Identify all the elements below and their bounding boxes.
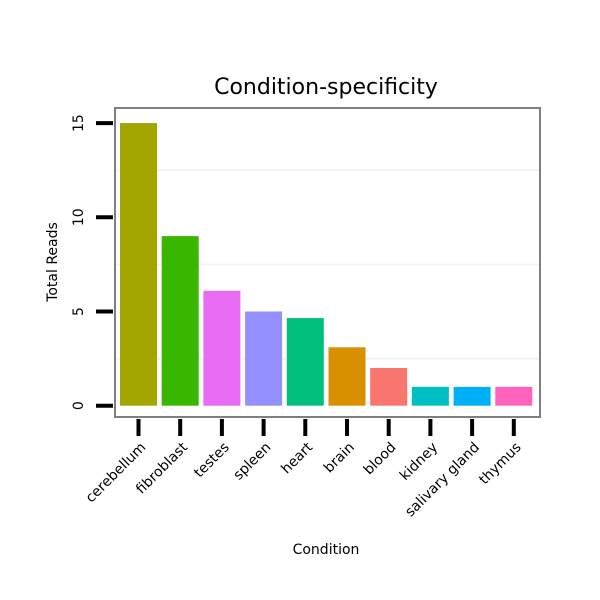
bar-spleen (245, 311, 283, 406)
x-tick-label: salivary gland (402, 440, 483, 521)
bar-fibroblast (161, 236, 199, 406)
x-tick-label: spleen (230, 440, 274, 484)
bars (120, 123, 533, 406)
x-tick-label: testes (191, 440, 233, 482)
y-axis: 0 5 10 15 (71, 114, 113, 410)
plot-panel-border (114, 107, 541, 418)
bar-testes (203, 290, 241, 406)
x-tick-label: thymus (476, 440, 524, 488)
x-tick-label: brain (321, 440, 358, 477)
x-axis-title: Condition (293, 542, 360, 558)
y-axis-title: Total Reads (45, 222, 61, 303)
x-tick-label: blood (361, 440, 400, 479)
x-tick-label: heart (278, 439, 316, 477)
y-tick-label: 5 (71, 307, 87, 316)
bar-brain (328, 347, 366, 406)
bar-cerebellum (120, 123, 157, 406)
bar-blood (370, 368, 408, 406)
bar-heart (286, 318, 324, 406)
bar-salivary-gland (453, 386, 491, 406)
bar-kidney (411, 386, 449, 406)
y-tick-label: 0 (71, 401, 87, 410)
y-tick-label: 15 (71, 114, 87, 132)
bar-thymus (495, 386, 533, 406)
x-tick-label: cerebellum (83, 440, 150, 507)
chart-title: Condition-specificity (214, 75, 438, 100)
y-tick-label: 10 (71, 208, 87, 226)
